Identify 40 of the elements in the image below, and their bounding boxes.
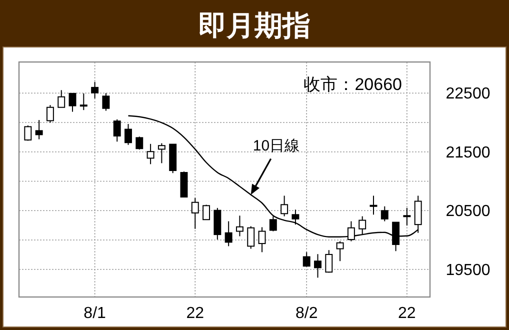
x-tick-label: 8/1	[84, 305, 106, 322]
candlestick	[80, 92, 88, 111]
candlestick	[113, 118, 121, 142]
candlestick	[292, 209, 300, 226]
candlestick	[124, 123, 132, 146]
candlestick	[325, 250, 333, 274]
candlestick	[202, 204, 210, 220]
chart-title: 即月期指	[198, 9, 310, 42]
candlestick	[302, 252, 310, 268]
x-tick-label: 8/2	[295, 305, 318, 322]
candlestick	[35, 120, 43, 140]
candlestick	[224, 220, 232, 247]
y-tick-label: 22500	[446, 86, 490, 103]
candlestick	[280, 195, 288, 217]
candlestick	[158, 142, 166, 164]
y-tick-label: 19500	[446, 262, 490, 279]
text: 10日線	[252, 138, 300, 155]
candlestick	[136, 136, 144, 150]
candlestick	[258, 226, 266, 253]
candlestick	[380, 206, 388, 222]
candlestick	[247, 226, 255, 250]
candlestick	[336, 240, 344, 262]
y-tick-label: 20500	[446, 203, 490, 220]
annotation: 收市：20660	[304, 75, 402, 94]
candlestick	[403, 207, 411, 226]
candlestick	[314, 254, 322, 278]
candlestick	[370, 195, 378, 216]
x-tick-label: 22	[398, 305, 416, 322]
candlestick	[236, 215, 244, 237]
candlestick	[146, 143, 154, 165]
candlestick	[91, 81, 99, 99]
candlestick	[269, 216, 277, 232]
y-tick-label: 21500	[446, 144, 490, 162]
candlestick	[46, 104, 54, 124]
candlestick	[58, 90, 66, 108]
x-tick-label: 22	[186, 305, 204, 322]
candlestick	[68, 92, 76, 112]
candlestick	[102, 92, 110, 112]
candlestick	[191, 198, 199, 230]
candlestick	[24, 124, 32, 142]
